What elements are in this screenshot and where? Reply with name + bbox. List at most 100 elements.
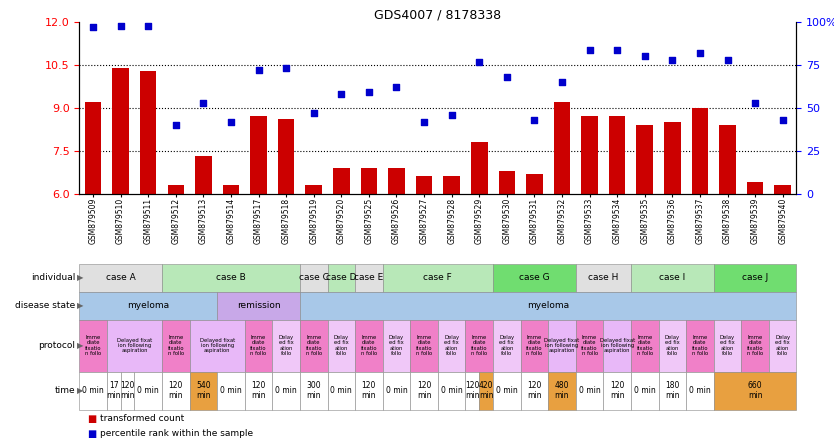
Text: Delay
ed fix
ation
follo: Delay ed fix ation follo (389, 335, 404, 356)
Bar (168, 185, 184, 194)
Point (362, 89, 375, 96)
Text: 300
min: 300 min (306, 381, 321, 400)
Text: Delay
ed fix
ation
follo: Delay ed fix ation follo (279, 335, 294, 356)
Text: myeloma: myeloma (127, 301, 169, 310)
Bar (388, 168, 404, 194)
Bar (195, 156, 212, 194)
Bar (554, 102, 570, 194)
Text: Imme
diate
fixatio
n follo: Imme diate fixatio n follo (250, 335, 267, 356)
Text: protocol: protocol (38, 341, 75, 350)
Text: myeloma: myeloma (527, 301, 570, 310)
Text: Imme
diate
fixatio
n follo: Imme diate fixatio n follo (526, 335, 543, 356)
Text: Imme
diate
fixatio
n follo: Imme diate fixatio n follo (305, 335, 322, 356)
Point (87, 24, 100, 31)
Bar (719, 125, 736, 194)
Text: case E: case E (354, 273, 384, 282)
Text: Delayed fixat
ion following
aspiration: Delayed fixat ion following aspiration (600, 337, 635, 353)
Text: 120
min: 120 min (465, 381, 480, 400)
Text: 120
min: 120 min (168, 381, 183, 400)
Text: case C: case C (299, 273, 329, 282)
Bar (746, 182, 763, 194)
Point (279, 65, 293, 72)
Bar (305, 185, 322, 194)
Point (721, 56, 734, 63)
Bar (113, 68, 129, 194)
Point (389, 84, 403, 91)
Bar (471, 142, 488, 194)
Text: 0 min: 0 min (496, 386, 518, 395)
Text: 120
min: 120 min (362, 381, 376, 400)
Bar (664, 122, 681, 194)
Text: case J: case J (742, 273, 768, 282)
Bar (278, 119, 294, 194)
Text: 540
min: 540 min (196, 381, 211, 400)
Text: 0 min: 0 min (330, 386, 352, 395)
Text: percentile rank within the sample: percentile rank within the sample (100, 429, 254, 438)
Text: time: time (54, 386, 75, 395)
Bar (416, 176, 432, 194)
Text: case A: case A (106, 273, 135, 282)
Bar (581, 116, 598, 194)
Text: 0 min: 0 min (138, 386, 159, 395)
Point (610, 46, 624, 53)
Text: Delayed fixat
ion following
aspiration: Delayed fixat ion following aspiration (199, 337, 235, 353)
Bar (609, 116, 626, 194)
Text: 17
min: 17 min (107, 381, 121, 400)
Point (500, 74, 514, 81)
Bar (223, 185, 239, 194)
Text: Imme
diate
fixatio
n follo: Imme diate fixatio n follo (691, 335, 708, 356)
Text: ■: ■ (88, 413, 100, 424)
Bar (775, 185, 791, 194)
Text: ▶: ▶ (77, 341, 83, 350)
Text: Delay
ed fix
ation
follo: Delay ed fix ation follo (500, 335, 515, 356)
Text: 0 min: 0 min (385, 386, 407, 395)
Text: 180
min: 180 min (665, 381, 680, 400)
Text: Imme
diate
fixatio
n follo: Imme diate fixatio n follo (636, 335, 653, 356)
Text: Delay
ed fix
ation
follo: Delay ed fix ation follo (775, 335, 791, 356)
Point (583, 46, 596, 53)
Point (445, 111, 459, 118)
Bar (360, 168, 377, 194)
Text: 120
min: 120 min (610, 381, 625, 400)
Text: case B: case B (216, 273, 246, 282)
Text: case H: case H (588, 273, 619, 282)
Text: Imme
diate
fixatio
n follo: Imme diate fixatio n follo (581, 335, 598, 356)
Text: 0 min: 0 min (82, 386, 104, 395)
Text: Delay
ed fix
ation
follo: Delay ed fix ation follo (720, 335, 735, 356)
Point (114, 22, 128, 29)
Text: 420
min: 420 min (479, 381, 494, 400)
Text: Imme
diate
fixatio
n follo: Imme diate fixatio n follo (471, 335, 488, 356)
Point (748, 99, 761, 106)
Text: Imme
diate
fixatio
n follo: Imme diate fixatio n follo (746, 335, 763, 356)
Point (252, 67, 265, 74)
Text: Delayed fixat
ion following
aspiration: Delayed fixat ion following aspiration (117, 337, 152, 353)
Text: 120
min: 120 min (527, 381, 541, 400)
Point (776, 116, 789, 123)
Bar (526, 174, 543, 194)
Text: Delayed fixat
ion following
aspiration: Delayed fixat ion following aspiration (545, 337, 580, 353)
Text: transformed count: transformed count (100, 414, 184, 423)
Text: Imme
diate
fixatio
n follo: Imme diate fixatio n follo (85, 335, 101, 356)
Text: 120
min: 120 min (120, 381, 135, 400)
Text: 0 min: 0 min (689, 386, 711, 395)
Bar (444, 176, 460, 194)
Point (307, 110, 320, 117)
Text: 120
min: 120 min (251, 381, 266, 400)
Text: Delay
ed fix
ation
follo: Delay ed fix ation follo (665, 335, 680, 356)
Text: 480
min: 480 min (555, 381, 570, 400)
Text: remission: remission (237, 301, 280, 310)
Text: ■: ■ (88, 428, 100, 439)
Bar (636, 125, 653, 194)
Point (555, 79, 569, 86)
Text: 0 min: 0 min (579, 386, 600, 395)
Text: 660
min: 660 min (748, 381, 762, 400)
Point (473, 58, 486, 65)
Text: ▶: ▶ (77, 273, 83, 282)
Bar (85, 102, 101, 194)
Text: case F: case F (424, 273, 452, 282)
Text: Delay
ed fix
ation
follo: Delay ed fix ation follo (444, 335, 460, 356)
Text: ▶: ▶ (77, 386, 83, 395)
Point (666, 56, 679, 63)
Bar (499, 170, 515, 194)
Bar (140, 71, 157, 194)
